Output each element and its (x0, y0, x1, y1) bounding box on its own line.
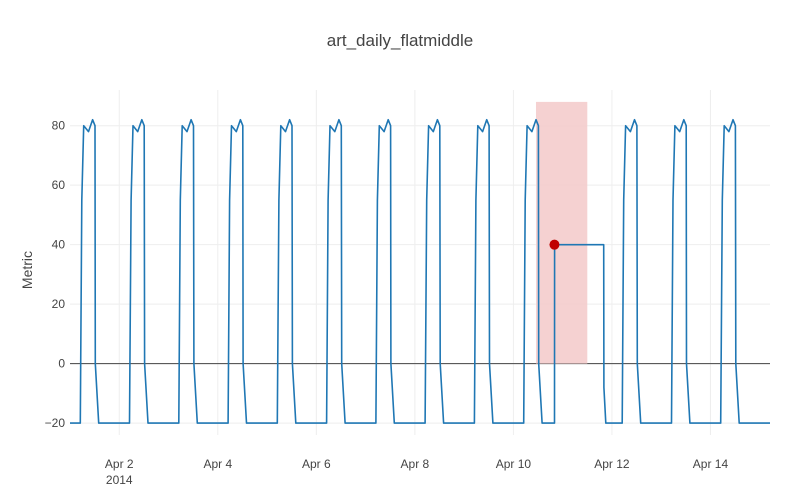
y-tick-label: −20 (45, 416, 66, 430)
y-tick-label: 40 (52, 238, 66, 252)
x-tick-label: Apr 8 (401, 457, 430, 471)
chart-title: art_daily_flatmiddle (327, 31, 473, 50)
grid (70, 90, 770, 435)
anomaly-window (535, 101, 588, 364)
series-line (70, 118, 770, 424)
series-layer (70, 118, 770, 424)
y-tick-label: 60 (52, 178, 66, 192)
y-tick-label: 80 (52, 119, 66, 133)
y-tick-label: 20 (52, 297, 66, 311)
anomaly-point (549, 239, 560, 250)
x-tick-label: Apr 4 (203, 457, 232, 471)
x-tick-label: Apr 10 (496, 457, 532, 471)
x-tick-label: Apr 12 (594, 457, 630, 471)
x-axis: Apr 2 2014 Apr 4 Apr 6 Apr 8 Apr 10 Apr 12 Apr … (105, 457, 729, 487)
y-tick-label: 0 (58, 357, 65, 371)
y-axis: −20 0 20 40 60 80 (45, 119, 66, 430)
anomaly-window-layer (535, 101, 588, 364)
y-axis-label: Metric (19, 251, 35, 289)
x-tick-label: Apr 6 (302, 457, 331, 471)
x-tick-label: Apr 14 (693, 457, 729, 471)
x-tick-label: Apr 2 (105, 457, 134, 471)
x-tick-sublabel: 2014 (106, 473, 133, 487)
